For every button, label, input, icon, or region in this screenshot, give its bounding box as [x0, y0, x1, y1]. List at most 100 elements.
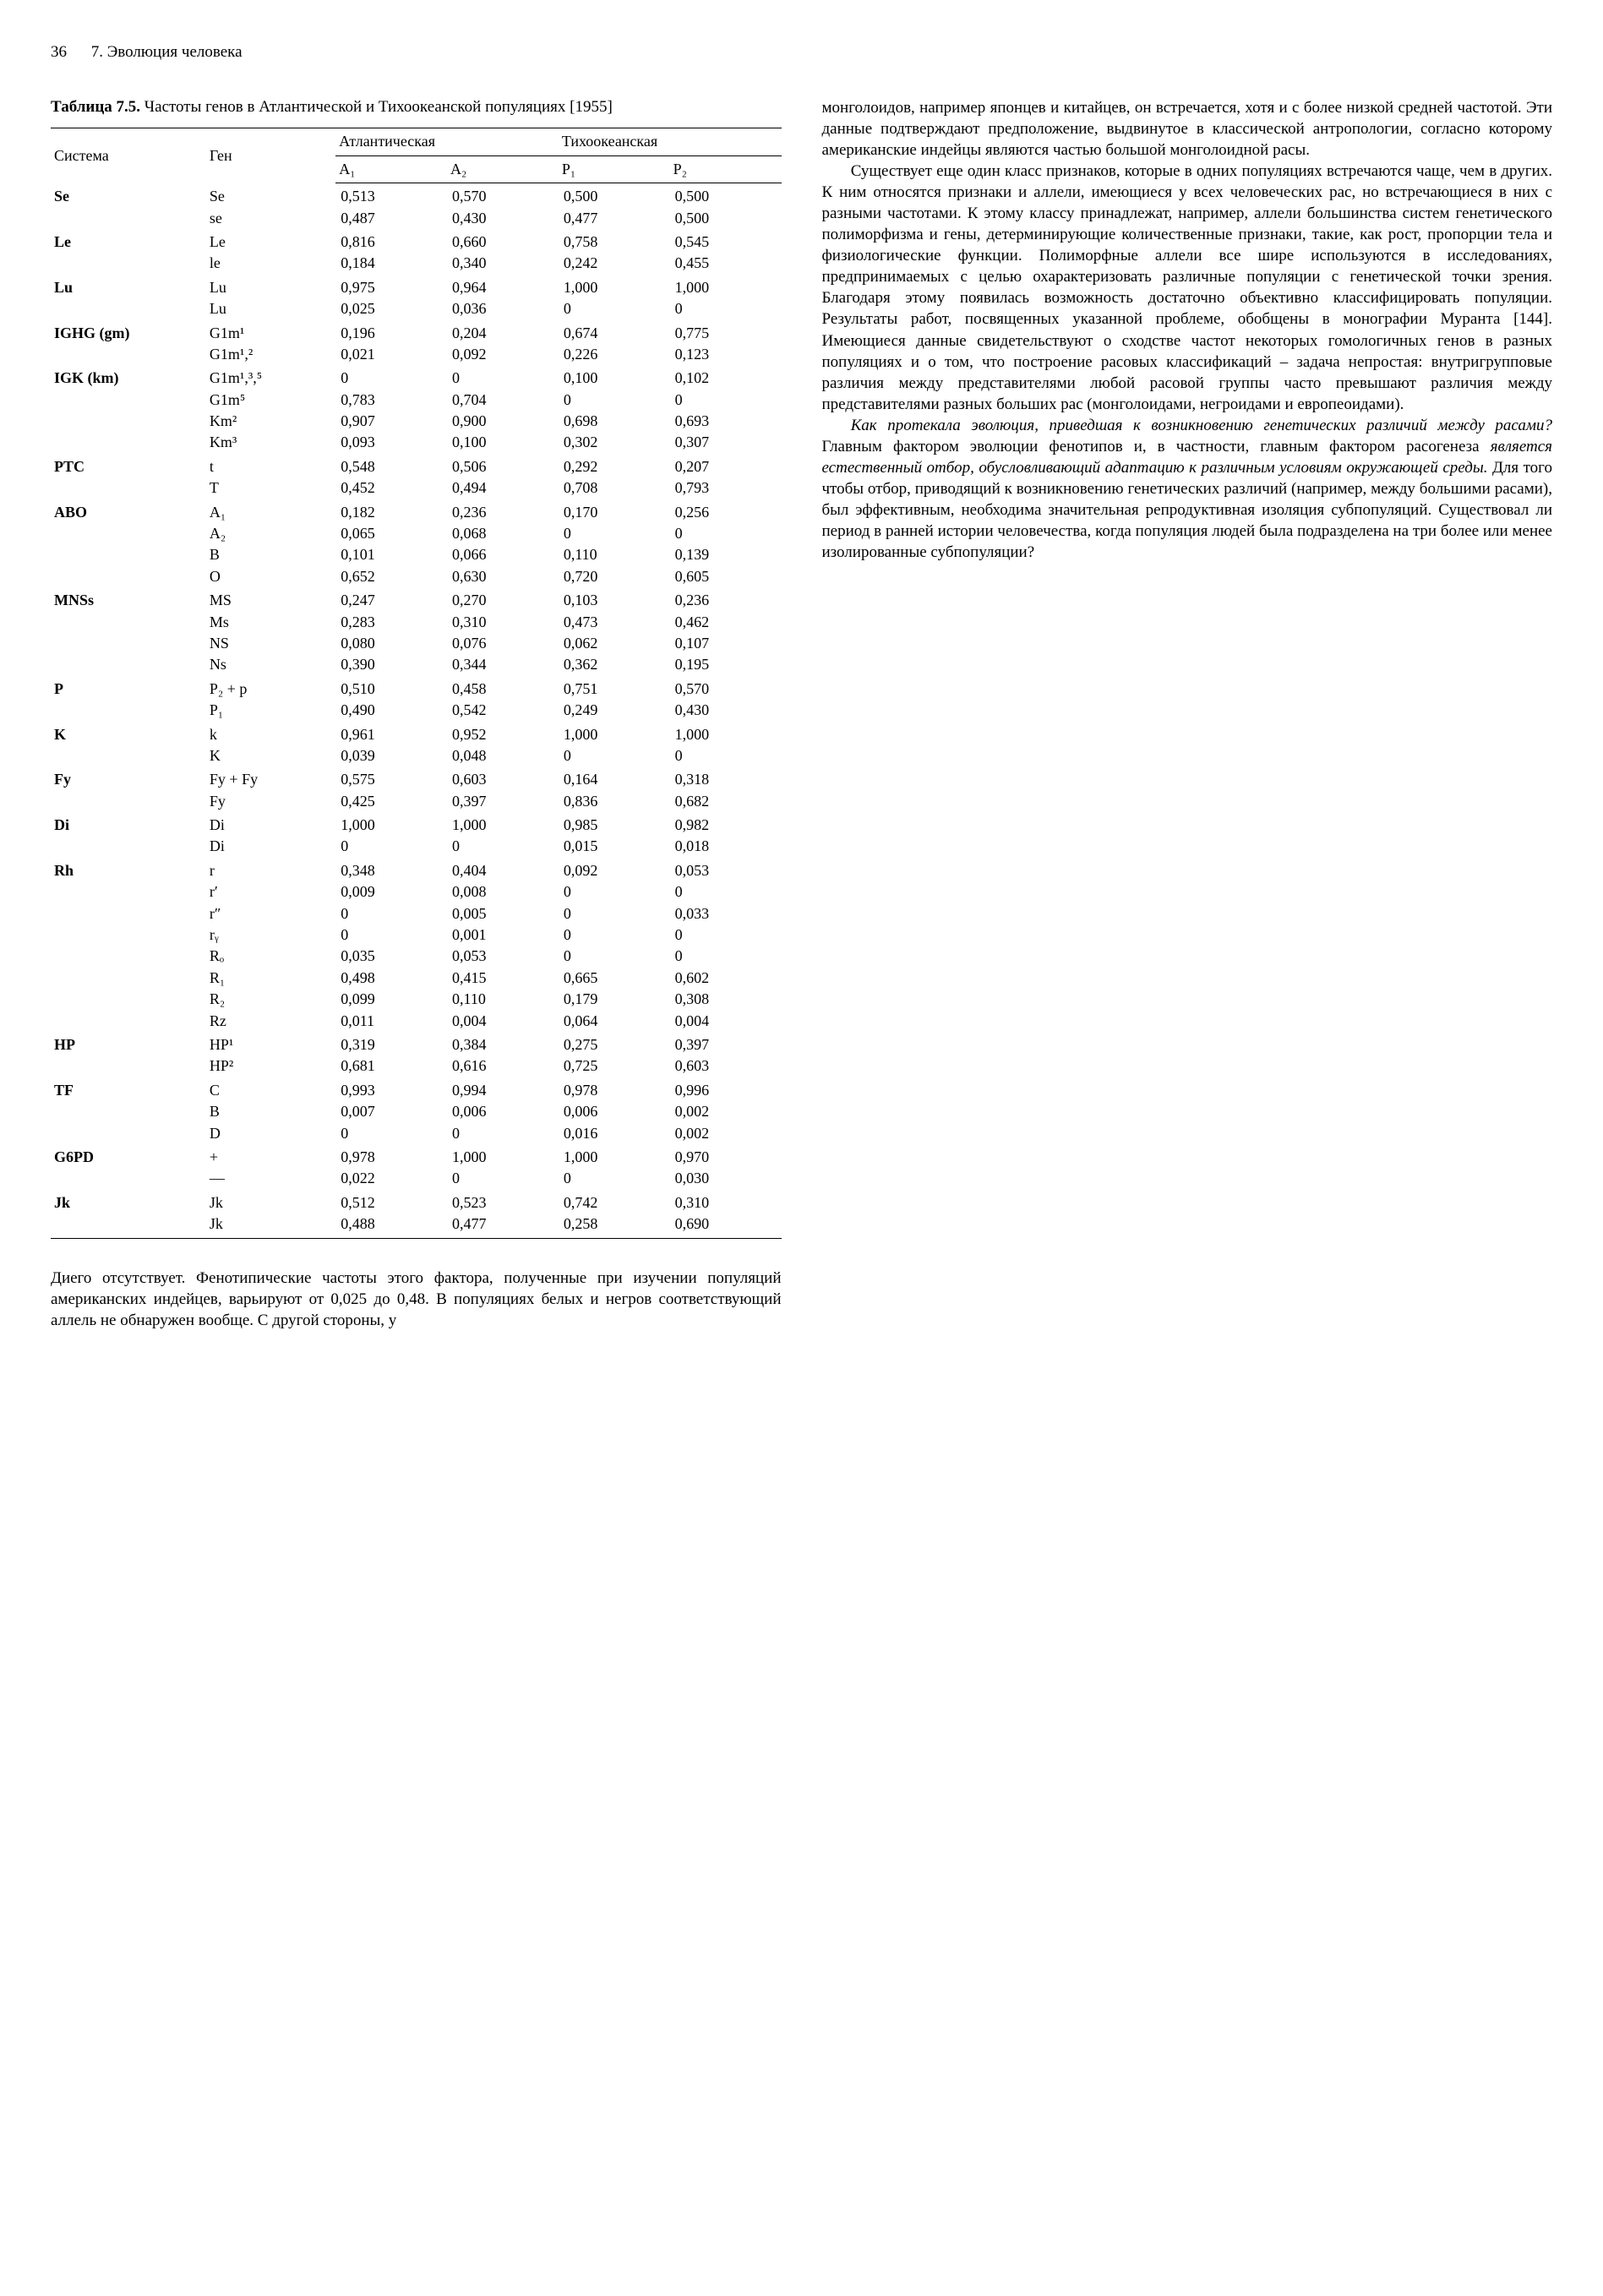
cell-value: 0,076: [447, 633, 559, 654]
page-number: 36: [51, 43, 67, 61]
cell-gene: O: [206, 566, 335, 587]
cell-gene: Km³: [206, 432, 335, 453]
cell-value: 0,310: [670, 1190, 782, 1213]
table-row: PTCt0,5480,5060,2920,207: [51, 454, 782, 477]
cell-value: 1,000: [670, 275, 782, 298]
cell-system: [51, 1101, 206, 1122]
page-header: 36 7. Эволюция человека: [51, 42, 1552, 63]
cell-value: 0,490: [335, 700, 447, 721]
cell-value: 0,742: [559, 1190, 670, 1213]
cell-value: 0,344: [447, 654, 559, 675]
cell-gene: Fy: [206, 791, 335, 812]
cell-value: 0,994: [447, 1077, 559, 1101]
cell-gene: D: [206, 1123, 335, 1144]
table-row: HP²0,6810,6160,7250,603: [51, 1055, 782, 1077]
cell-system: Lu: [51, 275, 206, 298]
cell-gene: Le: [206, 229, 335, 253]
cell-value: 0,196: [335, 320, 447, 344]
cell-value: 0,001: [447, 924, 559, 946]
cell-value: 0,102: [670, 365, 782, 389]
cell-system: ABO: [51, 499, 206, 523]
cell-gene: G1m¹,³,⁵: [206, 365, 335, 389]
cell-value: 0,488: [335, 1213, 447, 1238]
th-a2: A₂: [447, 155, 559, 183]
cell-value: 0,900: [447, 411, 559, 432]
cell-gene: NS: [206, 633, 335, 654]
chapter-title: 7. Эволюция человека: [91, 43, 243, 61]
cell-value: 1,000: [559, 1144, 670, 1168]
cell-system: [51, 924, 206, 946]
cell-system: [51, 1123, 206, 1144]
cell-system: [51, 208, 206, 229]
cell-value: 0,002: [670, 1101, 782, 1122]
cell-value: 1,000: [447, 1144, 559, 1168]
cell-value: 0,275: [559, 1032, 670, 1055]
table-row: NS0,0800,0760,0620,107: [51, 633, 782, 654]
cell-system: IGK (km): [51, 365, 206, 389]
cell-value: 0,704: [447, 390, 559, 411]
right-para-3: Как протекала эволюция, приведшая к возн…: [822, 415, 1553, 564]
cell-value: 0: [335, 903, 447, 924]
cell-gene: HP¹: [206, 1032, 335, 1055]
cell-value: 0: [559, 298, 670, 319]
cell-value: 0,004: [670, 1011, 782, 1032]
cell-value: 0,207: [670, 454, 782, 477]
table-row: JkJk0,5120,5230,7420,310: [51, 1190, 782, 1213]
cell-value: 0,068: [447, 523, 559, 544]
cell-system: [51, 903, 206, 924]
cell-gene: k: [206, 722, 335, 745]
cell-value: 0,005: [447, 903, 559, 924]
cell-gene: G1m⁵: [206, 390, 335, 411]
th-pacific: Тихоокеанская: [559, 128, 782, 155]
table-row: O0,6520,6300,7200,605: [51, 566, 782, 587]
table-row: D000,0160,002: [51, 1123, 782, 1144]
table-row: Km²0,9070,9000,6980,693: [51, 411, 782, 432]
cell-value: 0,025: [335, 298, 447, 319]
cell-value: 0,170: [559, 499, 670, 523]
cell-value: 0,107: [670, 633, 782, 654]
cell-system: [51, 298, 206, 319]
cell-value: 0,139: [670, 544, 782, 565]
cell-system: [51, 432, 206, 453]
cell-system: [51, 946, 206, 967]
cell-value: 0,384: [447, 1032, 559, 1055]
cell-value: 0,603: [447, 766, 559, 790]
table-row: G6PD+0,9781,0001,0000,970: [51, 1144, 782, 1168]
gene-frequency-table: Система Ген Атлантическая Тихоокеанская …: [51, 128, 782, 1238]
table-row: G1m⁵0,7830,70400: [51, 390, 782, 411]
cell-value: 0,033: [670, 903, 782, 924]
cell-gene: r′: [206, 881, 335, 903]
th-p1: P₁: [559, 155, 670, 183]
cell-value: 0: [335, 1123, 447, 1144]
cell-value: 0: [670, 946, 782, 967]
cell-value: 0: [559, 946, 670, 967]
cell-value: 0,022: [335, 1168, 447, 1189]
table-row: r′0,0090,00800: [51, 881, 782, 903]
right-para-3-italic-1: Как протекала эволюция, приведшая к возн…: [851, 417, 1552, 434]
cell-value: 0,506: [447, 454, 559, 477]
table-caption: Таблица 7.5. Частоты генов в Атлантическ…: [51, 97, 782, 118]
cell-value: 0,690: [670, 1213, 782, 1238]
cell-gene: r: [206, 858, 335, 881]
cell-value: 0,993: [335, 1077, 447, 1101]
cell-gene: Di: [206, 836, 335, 857]
cell-value: 0,783: [335, 390, 447, 411]
cell-value: 1,000: [335, 812, 447, 836]
table-row: LeLe0,8160,6600,7580,545: [51, 229, 782, 253]
right-para-1: монголоидов, например японцев и китайцев…: [822, 97, 1553, 161]
cell-value: 0,318: [670, 766, 782, 790]
table-row: MNSsMS0,2470,2700,1030,236: [51, 587, 782, 611]
cell-value: 0,204: [447, 320, 559, 344]
cell-value: 0,093: [335, 432, 447, 453]
right-para-3-text-1: Главным фактором эволюции фенотипов и, в…: [822, 438, 1491, 455]
table-row: Ms0,2830,3100,4730,462: [51, 612, 782, 633]
cell-system: PTC: [51, 454, 206, 477]
cell-value: 0,310: [447, 612, 559, 633]
cell-gene: B: [206, 1101, 335, 1122]
cell-value: 0,570: [670, 676, 782, 700]
cell-value: 0,452: [335, 477, 447, 499]
cell-system: [51, 633, 206, 654]
cell-value: 0,682: [670, 791, 782, 812]
cell-value: 0,693: [670, 411, 782, 432]
table-row: IGHG (gm)G1m¹0,1960,2040,6740,775: [51, 320, 782, 344]
